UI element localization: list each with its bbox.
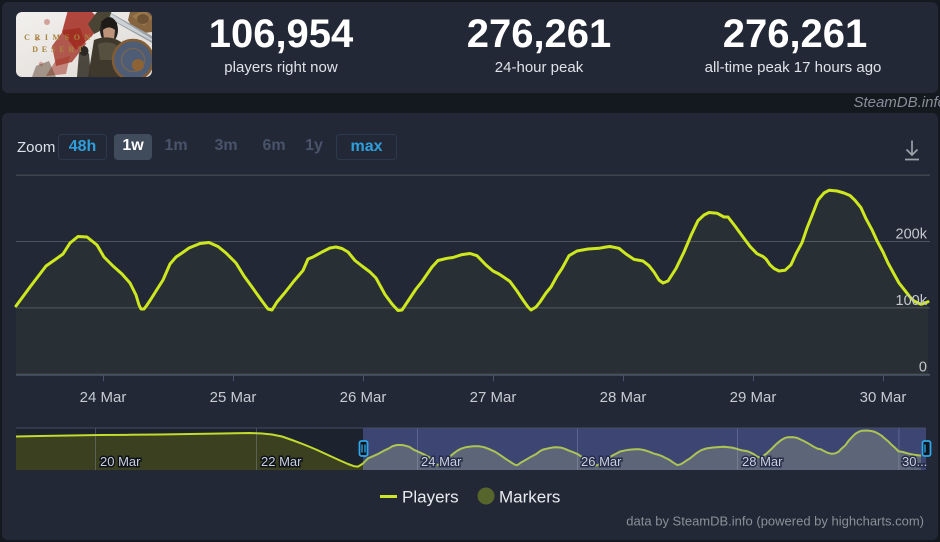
svg-text:0: 0 xyxy=(919,359,927,375)
svg-text:CRIMSON: CRIMSON xyxy=(24,33,95,42)
svg-text:26 Mar: 26 Mar xyxy=(340,389,387,406)
svg-text:Markers: Markers xyxy=(499,488,560,507)
svg-text:26 Mar: 26 Mar xyxy=(581,454,622,469)
svg-text:29 Mar: 29 Mar xyxy=(730,389,777,406)
svg-text:200k: 200k xyxy=(896,227,928,243)
svg-text:22 Mar: 22 Mar xyxy=(261,454,302,469)
svg-text:DESERT: DESERT xyxy=(32,45,87,54)
svg-text:25 Mar: 25 Mar xyxy=(210,389,257,406)
svg-text:28 Mar: 28 Mar xyxy=(742,454,783,469)
svg-text:27 Mar: 27 Mar xyxy=(470,389,517,406)
svg-text:28 Mar: 28 Mar xyxy=(600,389,647,406)
svg-text:data by SteamDB.info (powered: data by SteamDB.info (powered by highcha… xyxy=(626,514,924,529)
svg-text:20 Mar: 20 Mar xyxy=(100,454,141,469)
svg-text:24 Mar: 24 Mar xyxy=(421,454,462,469)
svg-text:30...: 30... xyxy=(902,454,927,469)
svg-text:30 Mar: 30 Mar xyxy=(860,389,907,406)
svg-text:100k: 100k xyxy=(896,293,928,309)
svg-text:Players: Players xyxy=(402,488,459,507)
svg-text:24 Mar: 24 Mar xyxy=(80,389,127,406)
